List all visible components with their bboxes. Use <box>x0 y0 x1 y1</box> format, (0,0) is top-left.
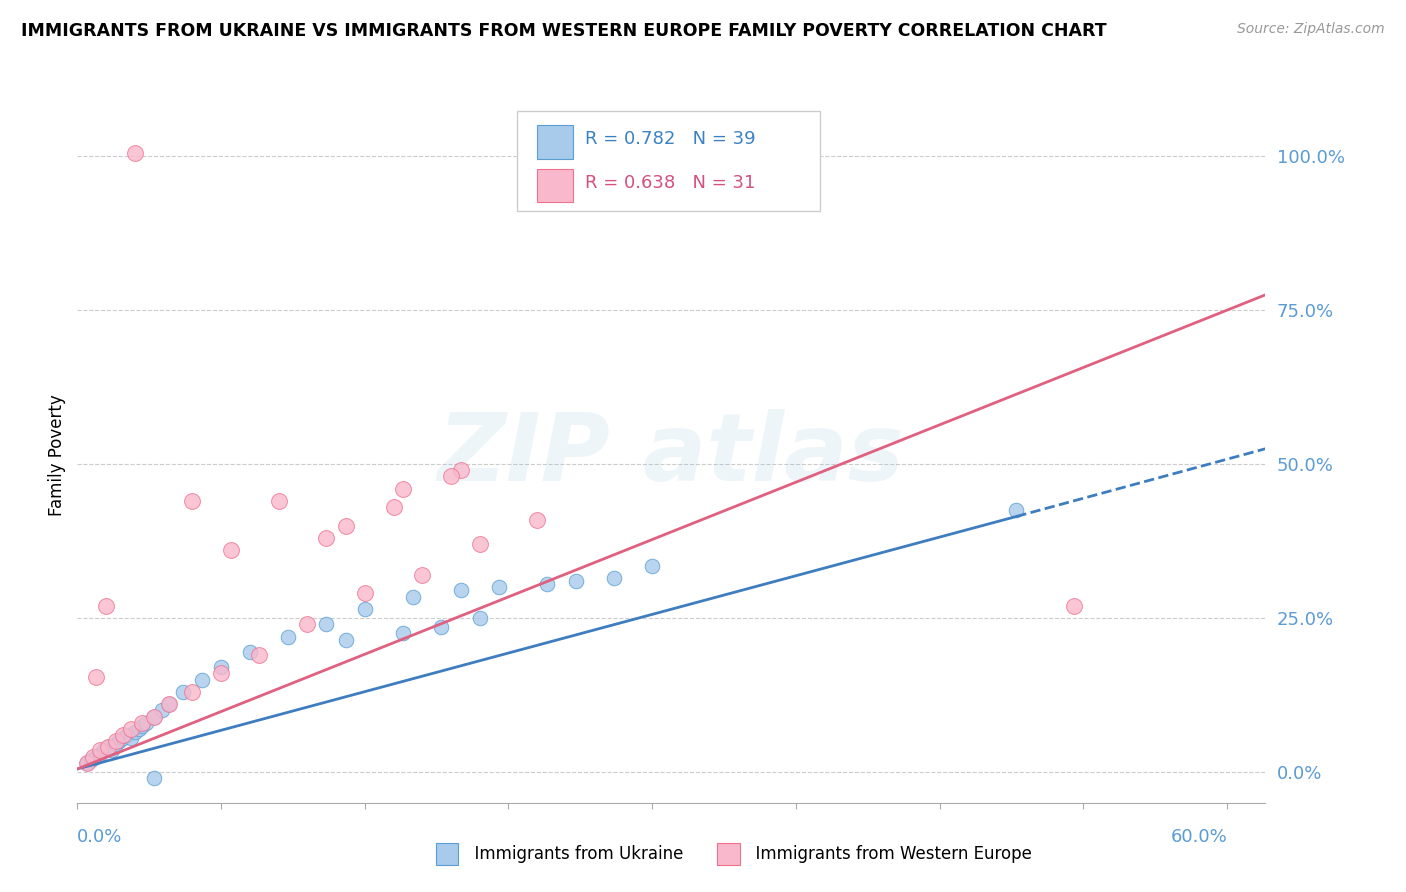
Point <box>101 743 124 757</box>
Point <box>392 626 415 640</box>
Point <box>94 599 117 613</box>
Point <box>131 719 153 733</box>
Point <box>104 734 127 748</box>
Point <box>247 648 270 662</box>
Point <box>536 577 558 591</box>
Point <box>157 698 180 712</box>
Y-axis label: Family Poverty: Family Poverty <box>48 394 66 516</box>
Point <box>219 543 242 558</box>
Point <box>97 740 120 755</box>
Point <box>97 740 120 755</box>
Point <box>86 749 108 764</box>
Text: IMMIGRANTS FROM UKRAINE VS IMMIGRANTS FROM WESTERN EUROPE FAMILY POVERTY CORRELA: IMMIGRANTS FROM UKRAINE VS IMMIGRANTS FR… <box>21 22 1107 40</box>
Text: R = 0.782   N = 39: R = 0.782 N = 39 <box>585 130 755 148</box>
Point <box>181 685 204 699</box>
Point <box>135 715 157 730</box>
Point <box>411 568 433 582</box>
Point <box>209 666 232 681</box>
Point <box>128 722 150 736</box>
Point <box>143 709 166 723</box>
Point <box>104 737 127 751</box>
Point <box>239 645 262 659</box>
Point <box>382 500 405 515</box>
Point <box>641 558 664 573</box>
Point <box>564 574 586 589</box>
Point <box>143 771 166 785</box>
Point <box>89 747 111 761</box>
Point <box>450 463 472 477</box>
Text: Immigrants from Western Europe: Immigrants from Western Europe <box>745 845 1032 863</box>
Point <box>468 537 491 551</box>
Point <box>124 725 146 739</box>
Text: 0.0%: 0.0% <box>77 828 122 846</box>
Point <box>112 728 135 742</box>
Point <box>1063 599 1085 613</box>
Text: R = 0.638   N = 31: R = 0.638 N = 31 <box>585 174 755 192</box>
Point <box>157 698 180 712</box>
Point <box>392 482 415 496</box>
Point <box>150 703 173 717</box>
Point <box>277 630 299 644</box>
Point <box>191 673 214 687</box>
Point <box>353 586 375 600</box>
Point <box>335 632 357 647</box>
Point <box>89 743 111 757</box>
Point <box>80 753 103 767</box>
Point <box>526 512 548 526</box>
Point <box>115 728 138 742</box>
Text: Immigrants from Ukraine: Immigrants from Ukraine <box>464 845 683 863</box>
Bar <box>537 126 572 159</box>
Point <box>1005 503 1028 517</box>
Point <box>297 617 319 632</box>
Point <box>76 756 98 770</box>
Point <box>440 469 463 483</box>
Point <box>488 580 510 594</box>
Point <box>430 620 453 634</box>
Point <box>112 731 135 746</box>
Point <box>450 583 472 598</box>
Text: ZIP atlas: ZIP atlas <box>437 409 905 501</box>
Point <box>108 734 131 748</box>
Point <box>315 531 337 545</box>
Point <box>468 611 491 625</box>
Point <box>76 756 98 770</box>
Point <box>120 722 142 736</box>
Point <box>267 494 290 508</box>
Point <box>143 709 166 723</box>
FancyBboxPatch shape <box>517 111 820 211</box>
Point <box>172 685 194 699</box>
Point <box>82 749 104 764</box>
Bar <box>537 169 572 202</box>
Point <box>603 571 626 585</box>
Point <box>120 731 142 746</box>
Text: Source: ZipAtlas.com: Source: ZipAtlas.com <box>1237 22 1385 37</box>
Point <box>93 743 115 757</box>
Point <box>86 669 108 683</box>
Point <box>124 146 146 161</box>
Text: 60.0%: 60.0% <box>1170 828 1227 846</box>
Point <box>402 590 425 604</box>
Point <box>353 602 375 616</box>
Point <box>131 715 153 730</box>
Point <box>209 660 232 674</box>
Point <box>335 518 357 533</box>
Point <box>181 494 204 508</box>
Point <box>315 617 337 632</box>
